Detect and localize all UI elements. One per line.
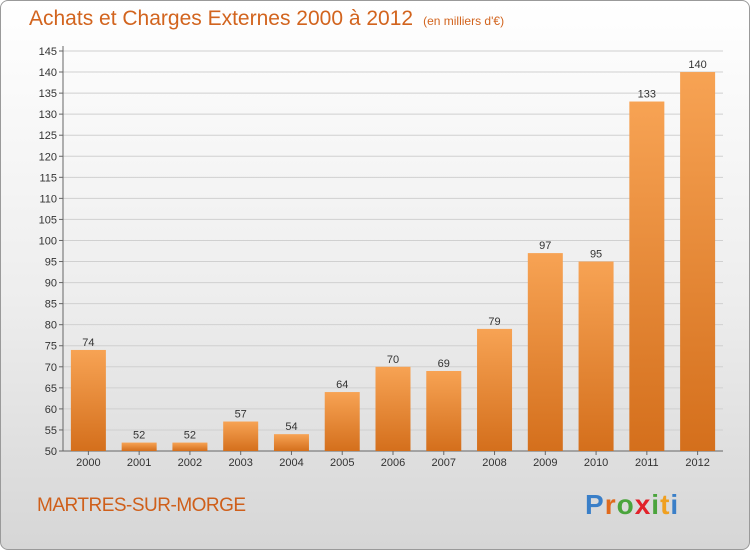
bar	[273, 434, 309, 451]
data-label: 70	[387, 354, 399, 366]
data-label: 97	[539, 240, 551, 252]
y-tick-label: 95	[45, 257, 57, 269]
x-tick-label: 2008	[482, 457, 506, 469]
y-tick-label: 140	[39, 67, 57, 79]
y-tick-label: 130	[39, 109, 57, 121]
data-label: 133	[638, 89, 656, 101]
data-label: 69	[438, 358, 450, 370]
y-tick-label: 50	[45, 446, 57, 458]
y-tick-label: 55	[45, 425, 57, 437]
bar	[70, 349, 106, 451]
y-tick-label: 80	[45, 320, 57, 332]
y-tick-label: 60	[45, 404, 57, 416]
bar	[578, 261, 614, 451]
bar	[426, 371, 462, 451]
bar	[375, 366, 411, 451]
x-tick-label: 2010	[584, 457, 608, 469]
y-tick-label: 65	[45, 383, 57, 395]
x-tick-label: 2002	[178, 457, 202, 469]
x-tick-label: 2000	[76, 457, 100, 469]
x-tick-label: 2001	[127, 457, 151, 469]
bar	[477, 328, 513, 451]
y-tick-label: 105	[39, 214, 57, 226]
x-tick-label: 2003	[228, 457, 252, 469]
x-tick-label: 2011	[635, 457, 659, 469]
data-label: 57	[235, 409, 247, 421]
chart-title-text: Achats et Charges Externes 2000 à 2012	[29, 7, 414, 30]
x-tick-label: 2006	[381, 457, 405, 469]
logo-letter: o	[616, 489, 635, 520]
x-tick-label: 2004	[279, 457, 303, 469]
bar	[172, 442, 208, 451]
y-tick-label: 100	[39, 235, 57, 247]
y-tick-label: 85	[45, 299, 57, 311]
x-tick-label: 2005	[330, 457, 354, 469]
x-tick-label: 2009	[533, 457, 557, 469]
x-tick-label: 2007	[432, 457, 456, 469]
y-tick-label: 70	[45, 362, 57, 374]
y-tick-label: 125	[39, 130, 57, 142]
logo-letter: P	[585, 489, 605, 520]
logo-letter: x	[634, 489, 652, 520]
bar	[121, 442, 157, 451]
data-label: 140	[688, 59, 706, 71]
logo-letter: r	[604, 489, 617, 520]
y-tick-label: 75	[45, 341, 57, 353]
data-label: 74	[82, 337, 94, 349]
data-label: 79	[488, 316, 500, 328]
bar	[527, 253, 563, 451]
y-tick-label: 90	[45, 278, 57, 290]
commune-name: MARTRES-SUR-MORGE	[37, 495, 246, 516]
proxiti-logo: Proxiti	[585, 489, 679, 521]
logo-letter: t	[660, 489, 671, 520]
bar	[223, 421, 259, 451]
data-label: 54	[285, 421, 297, 433]
logo-letter: i	[670, 489, 680, 520]
y-tick-label: 145	[39, 46, 57, 58]
bar	[680, 72, 716, 451]
data-label: 52	[133, 430, 145, 442]
chart-subtitle: (en milliers d'€)	[423, 14, 505, 28]
y-tick-label: 120	[39, 151, 57, 163]
y-tick-label: 110	[39, 193, 57, 205]
logo-letter: i	[651, 489, 661, 520]
data-label: 64	[336, 379, 348, 391]
bar	[324, 392, 360, 451]
data-label: 95	[590, 249, 602, 261]
y-tick-label: 135	[39, 88, 57, 100]
data-label: 52	[184, 430, 196, 442]
y-tick-label: 115	[39, 172, 57, 184]
chart-title: Achats et Charges Externes 2000 à 2012 (e…	[29, 7, 504, 31]
bar	[629, 101, 665, 452]
x-tick-label: 2012	[685, 457, 709, 469]
